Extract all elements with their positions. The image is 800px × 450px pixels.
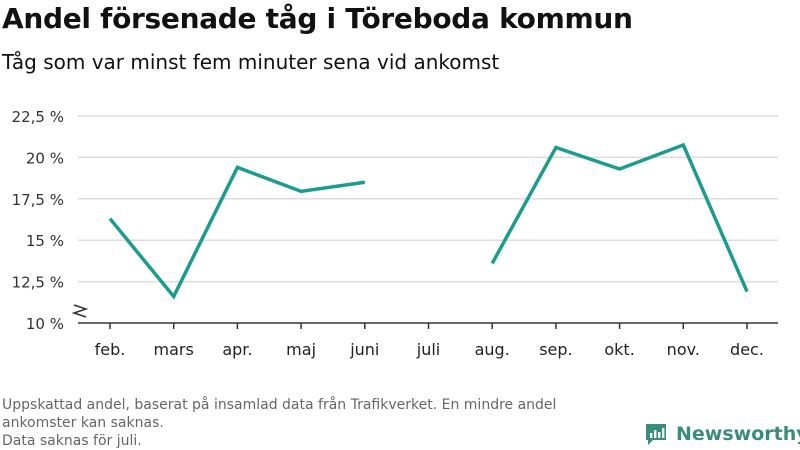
y-tick-label: 12,5 % [12, 274, 64, 292]
x-tick-label: juni [349, 340, 379, 359]
chart-title: Andel försenade tåg i Töreboda kommun [2, 2, 633, 35]
y-tick-label: 22,5 % [12, 108, 64, 126]
x-tick-label: dec. [730, 340, 764, 359]
x-tick-label: okt. [604, 340, 634, 359]
logo-text: Newsworthy [676, 423, 800, 445]
series-line [490, 142, 749, 293]
x-tick-label: feb. [95, 340, 126, 359]
series-line [108, 165, 366, 300]
chart-subtitle: Tåg som var minst fem minuter sena vid a… [2, 50, 500, 74]
x-tick-label: nov. [667, 340, 700, 359]
y-tick-label: 10 % [26, 315, 64, 333]
x-tick-label: apr. [222, 340, 252, 359]
x-tick-label: mars [154, 340, 194, 359]
footnote-line-3: Data saknas för juli. [2, 433, 142, 449]
footnote-line-2: ankomster kan saknas. [2, 415, 164, 431]
y-tick-label: 20 % [26, 149, 64, 167]
line-chart: 10 % 12,5 % 15 % 17,5 % 20 % 22,5 % feb. mars ap… [12, 108, 778, 359]
newsworthy-logo-icon [646, 424, 666, 445]
x-tick-label: aug. [475, 340, 510, 359]
x-tick-label: juli [416, 340, 440, 359]
y-tick-label: 17,5 % [12, 191, 64, 209]
footnote-line-1: Uppskattad andel, baserat på insamlad da… [2, 397, 557, 413]
x-tick-label: maj [286, 340, 316, 359]
x-tick-label: sep. [539, 340, 572, 359]
newsworthy-logo: Newsworthy [644, 421, 800, 447]
y-tick-label: 15 % [26, 232, 64, 250]
footnote: Uppskattad andel, baserat på insamlad da… [2, 396, 642, 450]
axis-break-icon [71, 304, 89, 318]
